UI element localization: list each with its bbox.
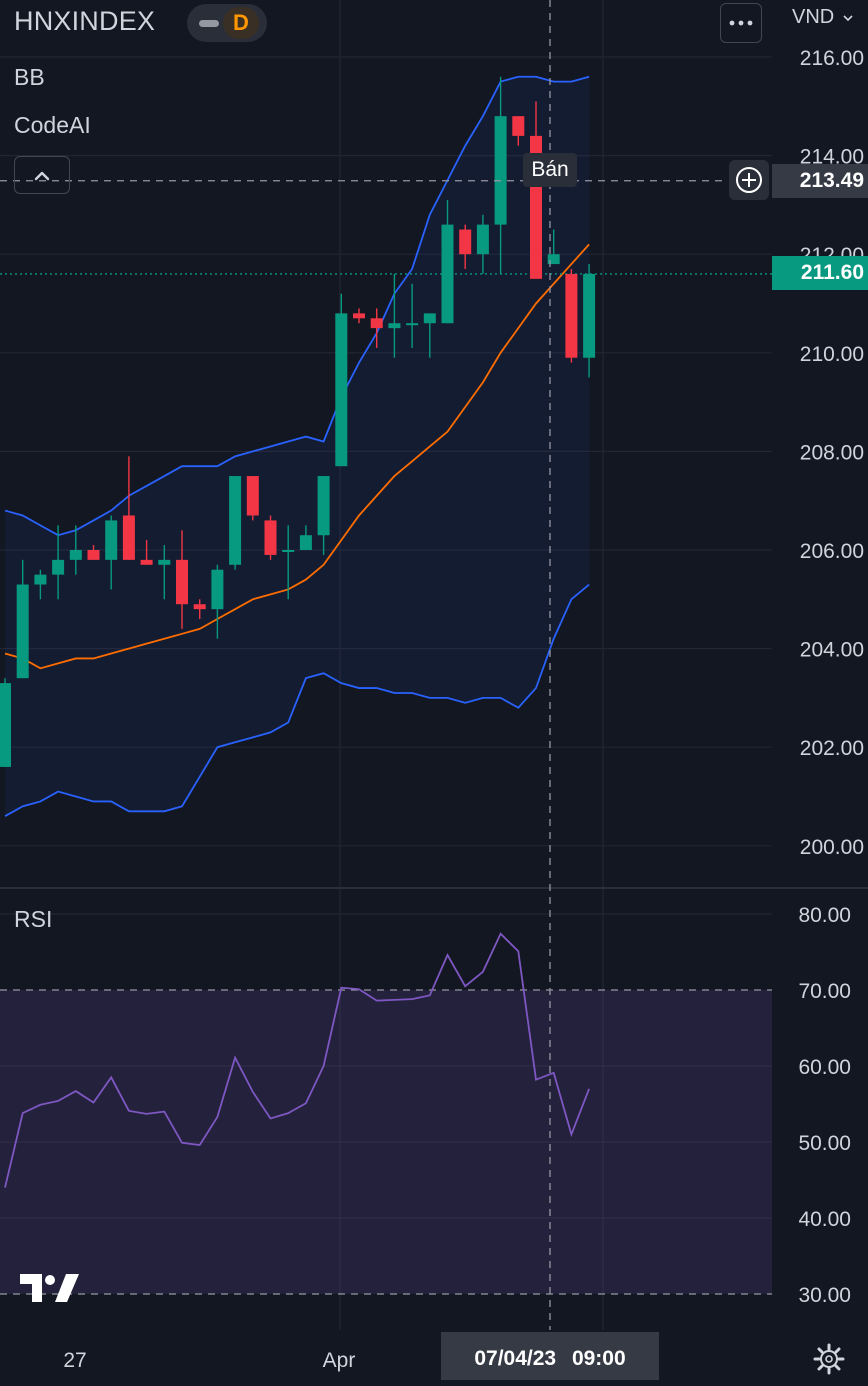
price-tick-label-6: 204.00: [800, 639, 864, 662]
tradingview-logo-icon: [20, 1274, 79, 1302]
candle-body-1: [16, 584, 29, 679]
candle-body-27: [476, 224, 489, 255]
rsi-label[interactable]: RSI: [14, 906, 53, 932]
rsi-tick-label-1: 70.00: [798, 980, 851, 1003]
candle-body-29: [512, 116, 525, 136]
price-tick-label-7: 202.00: [800, 737, 864, 760]
bb-upper-line: [4, 75, 590, 537]
add-alert-button[interactable]: [729, 160, 769, 200]
candle-body-4: [69, 550, 82, 560]
rsi-band-fill: [0, 990, 772, 1294]
candle-body-11: [193, 604, 206, 610]
plus-circle-icon: [736, 167, 762, 193]
symbol-title[interactable]: HNXINDEX: [14, 6, 156, 36]
candle-body-13: [229, 476, 242, 565]
rsi-tick-label-4: 40.00: [798, 1208, 851, 1231]
candle-body-25: [441, 224, 454, 324]
candle-body-20: [353, 313, 365, 319]
interval-toggle[interactable]: D: [187, 4, 267, 42]
price-tick-label-8: 200.00: [800, 836, 864, 859]
candle-body-22: [388, 323, 401, 329]
candle-body-33: [583, 273, 596, 358]
interval-label: D: [223, 7, 259, 39]
candle-body-32: [565, 273, 578, 358]
candle-body-19: [335, 313, 348, 467]
currency-label: VND: [792, 6, 835, 28]
rsi-tick-label-3: 50.00: [798, 1132, 851, 1155]
candle-body-3: [52, 559, 65, 575]
candle-body-21: [370, 318, 383, 329]
more-button[interactable]: [720, 3, 762, 43]
time-tick-label-1: Apr: [323, 1349, 356, 1372]
crosshair-date: 07/04/23: [474, 1347, 557, 1370]
candle-body-23: [406, 323, 419, 326]
candle-body-28: [494, 116, 507, 225]
rsi-line: [4, 932, 590, 1188]
price-tick-label-0: 216.00: [800, 47, 864, 70]
rsi-tick-label-0: 80.00: [798, 904, 851, 927]
rsi-tick-label-5: 30.00: [798, 1284, 851, 1307]
candle-body-5: [87, 550, 100, 560]
crosshair-price-label: 213.49: [772, 164, 868, 198]
price-tick-label-4: 208.00: [800, 441, 864, 464]
price-tick-label-5: 206.00: [800, 540, 864, 563]
candle-body-14: [246, 476, 259, 516]
candle-body-12: [211, 569, 224, 610]
candle-body-9: [158, 559, 171, 565]
settings-button[interactable]: [812, 1342, 846, 1381]
candle-body-8: [140, 559, 153, 565]
bb-basis-line: [4, 243, 590, 670]
candle-body-17: [299, 535, 312, 550]
candle-body-2: [34, 574, 47, 585]
candle-body-26: [459, 229, 472, 255]
currency-selector[interactable]: VND: [792, 6, 854, 29]
rsi-tick-label-2: 60.00: [798, 1056, 851, 1079]
gear-icon: [813, 1343, 845, 1375]
bb-lower-line: [4, 583, 590, 818]
candle-body-10: [176, 559, 188, 605]
candle-body-24: [423, 313, 436, 324]
crosshair-date-label: 07/04/23 09:00: [441, 1332, 659, 1380]
candle-body-16: [282, 550, 295, 552]
sell-signal-label: Bán: [523, 153, 577, 187]
indicator-codeai-label[interactable]: CodeAI: [14, 112, 91, 138]
chevron-down-icon: [843, 15, 853, 22]
time-tick-label-0: 27: [63, 1349, 86, 1372]
crosshair-time: 09:00: [571, 1347, 626, 1370]
price-tick-label-3: 210.00: [800, 343, 864, 366]
candle-body-0: [0, 683, 11, 767]
more-icon: [729, 20, 753, 26]
candle-body-18: [317, 476, 330, 536]
candle-body-15: [264, 520, 277, 555]
minus-icon: [199, 20, 219, 27]
candle-body-7: [122, 515, 135, 560]
price-tick-label-1: 214.00: [800, 146, 864, 169]
last-price-label: 211.60: [772, 256, 868, 290]
tradingview-logo[interactable]: [20, 1272, 80, 1309]
candle-body-31: [547, 254, 560, 265]
collapse-button[interactable]: [14, 156, 70, 194]
candle-body-6: [105, 520, 118, 560]
chevron-up-icon: [34, 171, 50, 181]
indicator-bb-label[interactable]: BB: [14, 64, 45, 90]
